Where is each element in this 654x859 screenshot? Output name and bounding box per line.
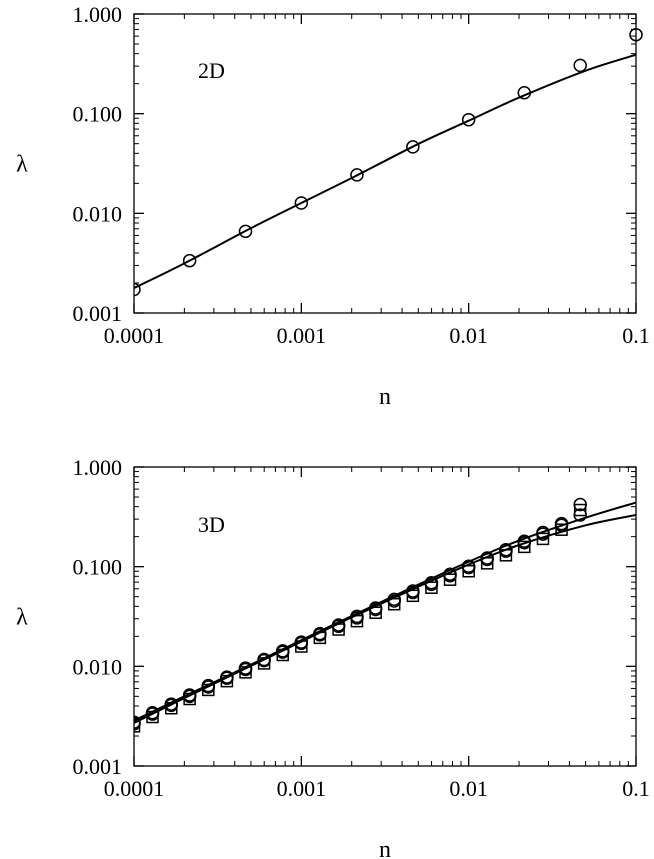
y-tick-label: 1.000	[73, 2, 123, 27]
data-point-circle	[294, 196, 309, 210]
y-axis-title: λ	[16, 152, 28, 178]
data-point-circle	[134, 282, 141, 297]
x-axis-title: n	[379, 837, 391, 859]
data-point-circle	[350, 168, 364, 182]
x-tick-label: 0.01	[449, 776, 488, 801]
y-tick-label: 1.000	[73, 455, 123, 480]
series-line	[134, 514, 637, 724]
data-point-square	[518, 540, 531, 554]
y-axis-title: λ	[16, 605, 28, 631]
data-point-circle	[182, 253, 197, 268]
data-point-square	[134, 720, 141, 733]
panel-label: 3D	[198, 512, 225, 537]
data-point-square	[425, 581, 438, 594]
data-point-circle	[573, 58, 587, 73]
data-point-square	[443, 573, 457, 586]
data-point-square	[462, 564, 475, 578]
data-series	[134, 53, 637, 289]
data-series	[134, 501, 637, 722]
y-tick-label: 0.100	[73, 555, 123, 580]
data-point-circle	[629, 27, 643, 42]
plot-frame	[133, 466, 637, 767]
x-tick-label: 0.0001	[104, 323, 165, 348]
series-line	[134, 501, 637, 722]
chart-panel-2d: 0.0001 0.001 0.01 0.10.0010.0100.1001.000nλ…	[16, 2, 650, 410]
data-series	[134, 503, 587, 733]
data-series	[134, 514, 637, 724]
y-tick-label: 0.100	[73, 102, 123, 127]
x-axis-title: n	[379, 384, 391, 410]
series-line	[134, 53, 637, 289]
y-tick-label: 0.010	[73, 654, 123, 679]
x-tick-label: 0.1	[622, 323, 650, 348]
y-tick-label: 0.001	[73, 754, 123, 779]
chart-panel-3d: 0.0001 0.001 0.01 0.10.0010.0100.1001.000nλ…	[16, 455, 650, 859]
data-point-square	[406, 589, 420, 603]
panel-label: 2D	[198, 58, 225, 83]
x-tick-label: 0.01	[449, 323, 488, 348]
data-point-circle	[406, 140, 420, 154]
x-tick-label: 0.1	[622, 776, 650, 801]
data-point-circle	[238, 224, 253, 239]
data-series	[134, 27, 643, 297]
y-tick-label: 0.001	[73, 301, 123, 326]
x-tick-label: 0.001	[277, 776, 327, 801]
plot-frame	[133, 13, 637, 314]
x-tick-label: 0.001	[277, 323, 327, 348]
data-point-circle	[461, 112, 476, 127]
x-tick-label: 0.0001	[104, 776, 165, 801]
data-point-square	[573, 503, 587, 517]
y-tick-label: 0.010	[73, 201, 123, 226]
